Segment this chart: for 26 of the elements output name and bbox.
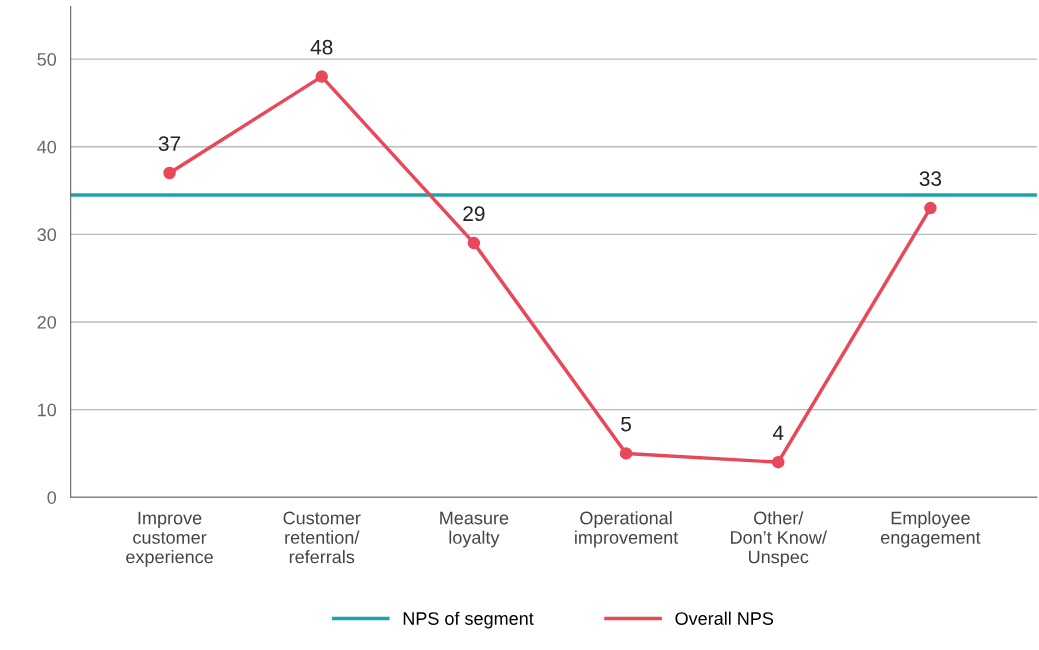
x-tick-label: Measure loyalty xyxy=(440,511,509,548)
data-label: 29 xyxy=(463,206,485,222)
point xyxy=(467,236,481,250)
y-tick-label: 0 xyxy=(47,491,57,504)
point xyxy=(163,166,176,180)
data-label: 5 xyxy=(621,416,631,432)
y-tick-label: 20 xyxy=(37,315,57,329)
x-tick-label: Operational improvement xyxy=(575,511,679,548)
data-label: 48 xyxy=(310,39,333,55)
data-label: 4 xyxy=(772,425,784,440)
x-tick-label: Improve customer experience xyxy=(126,511,213,567)
y-tick-label: 10 xyxy=(38,403,57,417)
point xyxy=(924,201,937,215)
y-tick-label: 40 xyxy=(37,140,57,154)
x-tick-label: Other/ Don’t Know/ Unspec xyxy=(731,511,827,567)
point xyxy=(619,447,633,460)
y-tick-label: 50 xyxy=(37,53,57,66)
y-tick-label: 30 xyxy=(37,228,57,242)
x-tick-label: Employee engagement xyxy=(880,511,981,548)
point xyxy=(771,455,785,469)
legend-label: Overall NPS xyxy=(675,611,774,625)
point xyxy=(315,70,328,83)
x-tick-label: Customer retention/ referrals xyxy=(283,511,361,564)
data-label: 33 xyxy=(919,171,942,187)
data-label: 37 xyxy=(158,136,181,151)
legend-label: NPS of segment xyxy=(403,611,534,629)
